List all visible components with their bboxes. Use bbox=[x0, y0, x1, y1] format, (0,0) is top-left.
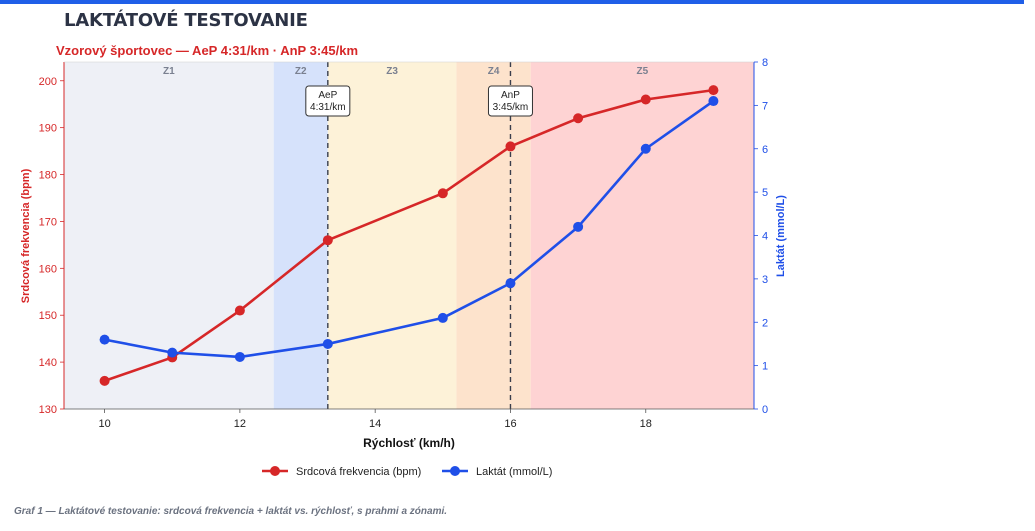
series-point bbox=[322, 235, 333, 246]
x-axis-label: Rýchlosť (km/h) bbox=[363, 436, 455, 450]
left-tick-label: 190 bbox=[39, 123, 57, 135]
threshold-label-pace: 3:45/km bbox=[493, 102, 529, 113]
legend-marker bbox=[270, 466, 280, 476]
right-axis-label: Laktát (mmol/L) bbox=[775, 195, 787, 277]
right-tick-label: 7 bbox=[762, 100, 768, 112]
right-tick-label: 2 bbox=[762, 317, 768, 329]
zone-label: Z4 bbox=[488, 66, 500, 77]
top-accent-rule-thin bbox=[792, 3, 1024, 4]
legend-marker bbox=[450, 466, 460, 476]
figure-caption: Graf 1 — Laktátové testovanie: srdcová f… bbox=[14, 506, 448, 517]
plot-frame bbox=[63, 61, 755, 410]
zone-label: Z5 bbox=[637, 66, 649, 77]
left-axis-label: Srdcová frekvencia (bpm) bbox=[20, 168, 32, 303]
right-tick-label: 8 bbox=[762, 57, 768, 69]
left-axis-ticks: 130 140 150 160 170 180 190 200 bbox=[39, 76, 64, 416]
x-axis-ticks: 10 12 14 16 18 bbox=[98, 409, 652, 430]
right-tick-label: 1 bbox=[762, 361, 768, 373]
x-tick-label: 14 bbox=[369, 418, 381, 430]
zone-label: Z1 bbox=[163, 66, 175, 77]
x-tick-label: 16 bbox=[504, 418, 516, 430]
right-tick-label: 6 bbox=[762, 144, 768, 156]
left-tick-label: 170 bbox=[39, 216, 57, 228]
threshold-label-name: AnP bbox=[501, 90, 520, 101]
left-tick-label: 140 bbox=[39, 357, 57, 369]
zone-band bbox=[530, 62, 754, 409]
series-point bbox=[99, 375, 110, 386]
series-point bbox=[708, 85, 719, 96]
legend: Srdcová frekvencia (bpm) Laktát (mmol/L) bbox=[262, 466, 552, 478]
page-title: LAKTÁTOVÉ TESTOVANIE bbox=[64, 10, 308, 31]
threshold-box bbox=[487, 85, 533, 117]
series-point bbox=[573, 221, 584, 232]
legend-label: Srdcová frekvencia (bpm) bbox=[296, 466, 421, 478]
x-tick-label: 10 bbox=[98, 418, 110, 430]
zone-band bbox=[327, 62, 457, 409]
left-tick-label: 160 bbox=[39, 263, 57, 275]
series-point bbox=[505, 278, 516, 289]
left-tick-label: 150 bbox=[39, 310, 57, 322]
data-series bbox=[99, 85, 719, 386]
zone-labels: Z1 Z2 Z3 Z4 Z5 bbox=[163, 66, 649, 77]
series-point bbox=[505, 141, 516, 152]
x-tick-label: 12 bbox=[234, 418, 246, 430]
series-point bbox=[437, 188, 448, 199]
series-point bbox=[640, 94, 651, 105]
zone-band bbox=[456, 62, 531, 409]
right-tick-label: 5 bbox=[762, 187, 768, 199]
right-tick-label: 4 bbox=[762, 231, 768, 243]
left-tick-label: 130 bbox=[39, 404, 57, 416]
series-point bbox=[437, 312, 448, 323]
threshold-label-pace: 4:31/km bbox=[310, 102, 346, 113]
x-tick-label: 18 bbox=[640, 418, 652, 430]
zone-label: Z3 bbox=[386, 66, 398, 77]
top-accent-rule bbox=[0, 0, 1024, 4]
left-tick-label: 180 bbox=[39, 170, 57, 182]
series-point bbox=[99, 334, 110, 345]
zone-label: Z2 bbox=[295, 66, 307, 77]
right-tick-label: 0 bbox=[762, 404, 768, 416]
left-tick-label: 200 bbox=[39, 76, 57, 88]
series-point bbox=[322, 338, 333, 349]
legend-label: Laktát (mmol/L) bbox=[476, 466, 552, 478]
right-tick-label: 3 bbox=[762, 274, 768, 286]
series-point bbox=[167, 347, 178, 358]
series-point bbox=[640, 143, 651, 154]
series-point bbox=[234, 351, 245, 362]
threshold-box bbox=[305, 85, 351, 117]
series-point bbox=[708, 96, 719, 107]
threshold-label-name: AeP bbox=[318, 90, 337, 101]
chart-title: Vzorový športovec — AeP 4:31/km · AnP 3:… bbox=[56, 43, 358, 58]
series-point bbox=[573, 113, 584, 124]
series-point bbox=[234, 305, 245, 316]
chart-figure: Vzorový športovec — AeP 4:31/km · AnP 3:… bbox=[20, 43, 787, 478]
right-axis-ticks: 0 1 2 3 4 5 6 7 8 bbox=[754, 57, 768, 416]
